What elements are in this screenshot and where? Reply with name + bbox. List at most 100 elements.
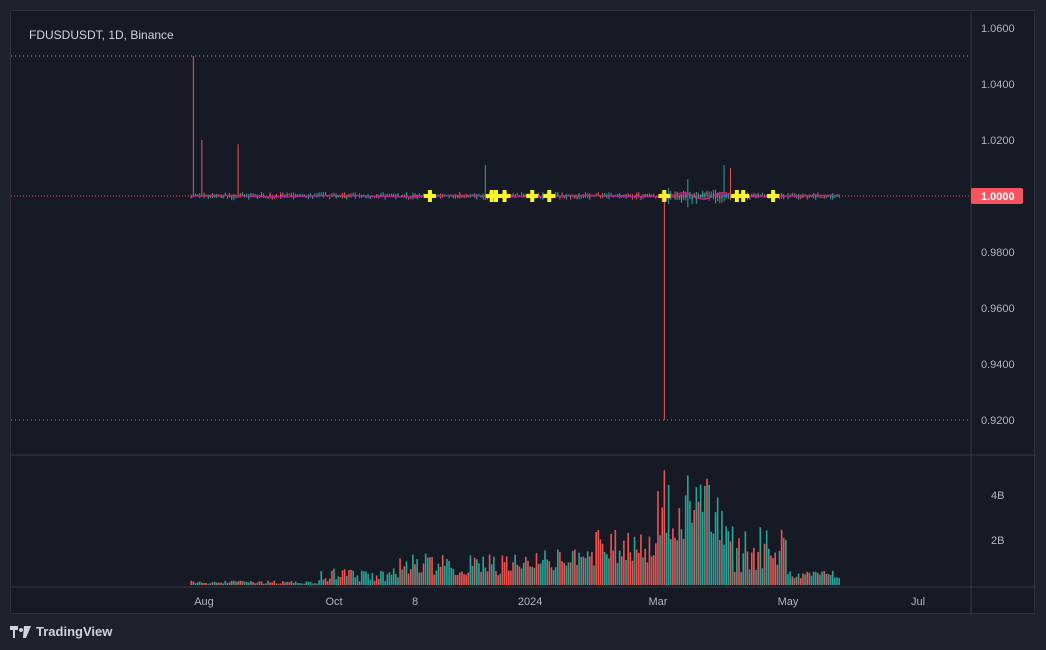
volume-bar bbox=[333, 568, 335, 585]
volume-bar bbox=[205, 582, 207, 585]
candle-body bbox=[280, 194, 282, 197]
volume-bar bbox=[795, 576, 798, 585]
candle-body bbox=[725, 194, 727, 198]
volume-bar bbox=[708, 484, 710, 585]
candle-body bbox=[721, 196, 723, 199]
candle-body bbox=[751, 195, 753, 197]
price-tick-label: 0.9400 bbox=[981, 359, 1015, 371]
volume-bar bbox=[352, 570, 354, 585]
volume-bar bbox=[706, 478, 708, 585]
candle-body bbox=[258, 196, 261, 198]
volume-bar bbox=[731, 526, 734, 585]
volume-bar bbox=[218, 582, 220, 585]
signal-marker bbox=[737, 190, 750, 202]
volume-bar bbox=[799, 578, 802, 585]
volume-bar bbox=[710, 531, 713, 585]
volume-bar bbox=[574, 549, 576, 585]
volume-bar bbox=[446, 558, 448, 585]
volume-bar bbox=[252, 581, 254, 585]
candle-body bbox=[269, 194, 271, 197]
volume-bar bbox=[309, 582, 312, 585]
volume-bar bbox=[431, 557, 433, 585]
volume-bar bbox=[588, 556, 591, 585]
volume-bar bbox=[247, 582, 250, 585]
volume-bar bbox=[759, 527, 762, 585]
volume-bar bbox=[495, 571, 497, 585]
volume-bar bbox=[650, 556, 653, 585]
volume-tick-label: 4B bbox=[991, 490, 1004, 502]
volume-bar bbox=[224, 580, 227, 585]
candle-body bbox=[414, 194, 416, 198]
candle-body bbox=[220, 197, 222, 198]
volume-bar bbox=[213, 581, 216, 585]
volume-bar bbox=[793, 577, 796, 585]
candle-body bbox=[437, 194, 440, 196]
candle-body bbox=[554, 194, 557, 196]
candle-body bbox=[299, 194, 301, 196]
symbol-label: FDUSDUSDT, 1D, Binance bbox=[29, 28, 174, 42]
candle-body bbox=[697, 193, 700, 198]
signal-marker bbox=[767, 190, 780, 202]
volume-bar bbox=[599, 539, 602, 585]
candle-body bbox=[369, 196, 371, 198]
volume-bar bbox=[471, 565, 474, 585]
volume-bar bbox=[273, 580, 276, 585]
volume-bar bbox=[631, 560, 634, 585]
volume-bar bbox=[365, 571, 367, 585]
volume-bar bbox=[488, 554, 491, 585]
volume-bar bbox=[463, 574, 465, 585]
candle-body bbox=[821, 197, 823, 198]
volume-bar bbox=[778, 550, 781, 585]
volume-bar bbox=[360, 570, 363, 585]
volume-bar bbox=[237, 581, 239, 585]
candle-body bbox=[420, 195, 423, 197]
candle-body bbox=[382, 194, 384, 196]
candle-body bbox=[691, 195, 693, 199]
volume-bar bbox=[821, 571, 823, 585]
tradingview-logo[interactable]: TradingView bbox=[10, 624, 112, 639]
volume-bar bbox=[433, 574, 435, 585]
volume-bar bbox=[693, 510, 696, 585]
signal-marker bbox=[730, 190, 743, 202]
volume-bar bbox=[331, 570, 333, 585]
volume-bar bbox=[235, 581, 237, 585]
volume-bar bbox=[507, 570, 510, 585]
candle-body bbox=[390, 195, 393, 197]
candle-body bbox=[196, 194, 199, 196]
volume-bar bbox=[578, 552, 580, 585]
volume-bar bbox=[567, 562, 570, 585]
volume-bar bbox=[744, 531, 747, 585]
volume-bar bbox=[542, 559, 544, 585]
volume-bar bbox=[490, 564, 493, 585]
candle-body bbox=[702, 192, 704, 197]
candle-body bbox=[392, 194, 395, 196]
volume-bar bbox=[348, 570, 350, 585]
volume-bar bbox=[260, 581, 263, 585]
candle-body bbox=[719, 193, 721, 199]
volume-bar bbox=[552, 570, 555, 585]
volume-bar bbox=[405, 561, 408, 585]
candle-body bbox=[248, 196, 250, 198]
candle-body bbox=[335, 195, 337, 198]
volume-bar bbox=[667, 485, 670, 585]
volume-bar bbox=[518, 566, 521, 585]
candle-body bbox=[343, 195, 346, 198]
candle-body bbox=[329, 197, 331, 199]
volume-bar bbox=[397, 577, 399, 585]
signal-marker bbox=[543, 190, 556, 202]
volume-bar bbox=[665, 532, 668, 585]
candle-body bbox=[653, 195, 655, 197]
candle-body bbox=[265, 197, 267, 199]
volume-bar bbox=[576, 565, 578, 585]
candle-body bbox=[832, 195, 834, 198]
volume-bar bbox=[823, 571, 826, 585]
volume-bar bbox=[201, 582, 203, 585]
volume-bar bbox=[294, 581, 297, 585]
volume-bar bbox=[456, 574, 459, 585]
volume-bar bbox=[467, 572, 470, 585]
volume-bar bbox=[804, 574, 806, 585]
volume-bar bbox=[814, 571, 817, 585]
volume-bar bbox=[765, 530, 768, 585]
volume-bar bbox=[207, 583, 210, 585]
candle-body bbox=[301, 194, 303, 197]
